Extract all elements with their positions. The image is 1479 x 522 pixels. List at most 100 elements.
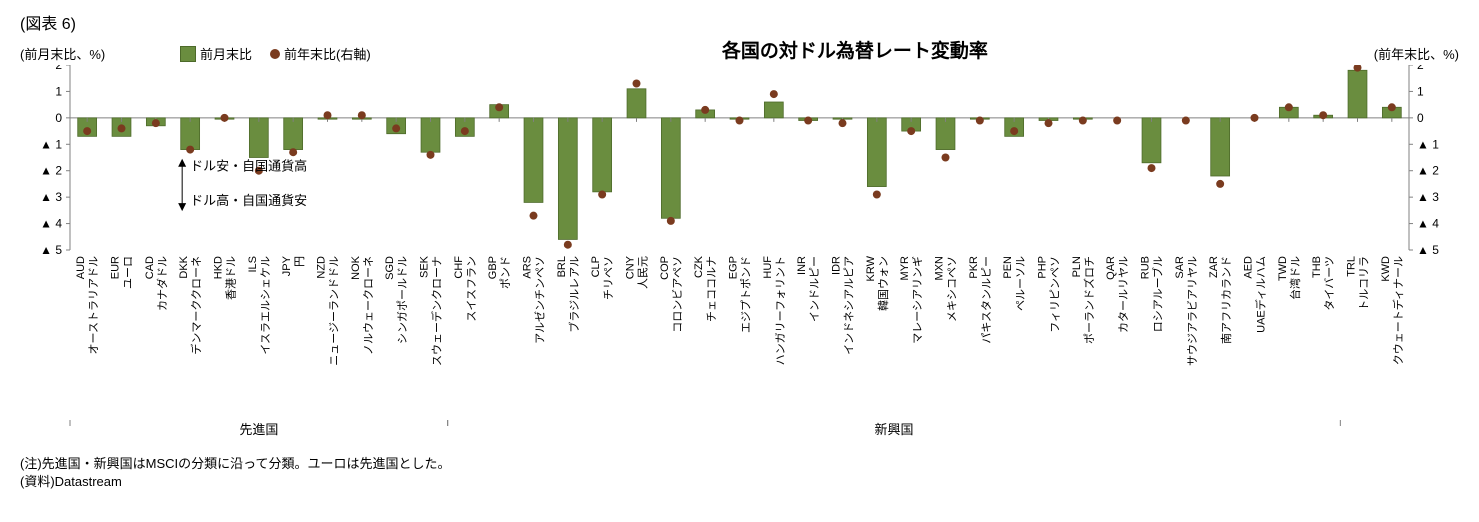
xlabel-code: EGP — [728, 256, 740, 279]
xlabel-name: ペルーソル — [1015, 256, 1027, 311]
bar-COP — [661, 118, 680, 218]
group-label-emerging: 新興国 — [874, 422, 913, 437]
legend-dot-label: 前年末比(右軸) — [284, 44, 371, 63]
footnotes: (注)先進国・新興国はMSCIの分類に沿って分類。ユーロは先進国とした。 (資料… — [20, 455, 1459, 491]
dot-PHP — [1045, 119, 1053, 127]
xlabel-code: INR — [796, 256, 808, 275]
xlabel-code: SAR — [1174, 256, 1186, 279]
dot-SEK — [427, 151, 435, 159]
dot-IDR — [839, 119, 847, 127]
xlabel-code: AUD — [75, 256, 87, 279]
xlabel-name: チリペソ — [602, 256, 615, 300]
xlabel-name: ハンガリーフォリント — [774, 256, 787, 365]
dot-BRL — [564, 241, 572, 249]
xlabel-code: EUR — [110, 256, 122, 279]
xlabel-code: PKR — [968, 256, 980, 279]
dot-SAR — [1182, 117, 1190, 125]
xlabel-code: KWD — [1380, 256, 1392, 282]
dot-TWD — [1285, 103, 1293, 111]
xlabel-name: 香港ドル — [225, 256, 238, 300]
bar-CNY — [627, 89, 646, 118]
xlabel-code: TRL — [1346, 256, 1358, 277]
dot-PLN — [1079, 117, 1087, 125]
xlabel-code: QAR — [1105, 256, 1117, 280]
dot-COP — [667, 217, 675, 225]
y-tick-right: ▲ 2 — [1417, 164, 1439, 178]
bar-HUF — [764, 102, 783, 118]
xlabel-name: タイバーツ — [1323, 256, 1336, 311]
xlabel-name: オーストラリアドル — [87, 256, 100, 354]
xlabel-code: PEN — [1002, 256, 1014, 279]
bar-TRL — [1348, 70, 1367, 118]
xlabel-code: PLN — [1071, 256, 1083, 277]
annotation-upper: ドル安・自国通貨高 — [190, 159, 307, 174]
dot-CHF — [461, 127, 469, 135]
xlabel-code: CLP — [590, 256, 602, 277]
xlabel-name: 台湾ドル — [1288, 256, 1302, 300]
xlabel-name: インドネシアルピア — [843, 256, 856, 355]
bar-RUB — [1142, 118, 1161, 163]
bar-BRL — [558, 118, 577, 240]
bar-ILS — [249, 118, 268, 158]
footnote-source: (資料)Datastream — [20, 473, 1459, 491]
dot-JPY — [289, 148, 297, 156]
xlabel-code: CZK — [693, 255, 705, 278]
dot-CAD — [152, 119, 160, 127]
xlabel-code: ILS — [247, 256, 259, 273]
xlabel-name: 南アフリカランド — [1220, 256, 1233, 344]
dot-ZAR — [1216, 180, 1224, 188]
xlabel-code: AED — [1243, 256, 1255, 279]
dot-RUB — [1148, 164, 1156, 172]
xlabel-name: スウェーデンクローナ — [430, 256, 444, 366]
y-tick-right: ▲ 5 — [1417, 243, 1439, 257]
xlabel-name: トルコリラ — [1359, 256, 1371, 311]
dot-KRW — [873, 191, 881, 199]
xlabel-name: インドルピー — [808, 256, 821, 322]
xlabel-code: GBP — [487, 256, 499, 279]
dot-PEN — [1010, 127, 1018, 135]
xlabel-name: ノルウェークローネ — [362, 256, 375, 355]
y-tick-left: 1 — [55, 84, 62, 98]
xlabel-name: クウェートディナール — [1391, 256, 1405, 365]
xlabel-name: イスラエルシェケル — [259, 256, 272, 355]
xlabel-code: MXN — [934, 256, 946, 281]
xlabel-code: BRL — [556, 256, 568, 277]
xlabel-code: DKK — [178, 255, 190, 278]
xlabel-name: スイスフラン — [466, 256, 478, 322]
y-tick-left: ▲ 3 — [40, 190, 62, 204]
dot-CNY — [633, 80, 641, 88]
y-tick-left: ▲ 1 — [40, 137, 62, 151]
legend-bar-label: 前月末比 — [200, 44, 252, 63]
dot-HKD — [221, 114, 229, 122]
xlabel-name: ロシアルーブル — [1151, 256, 1165, 332]
legend: 前月末比 前年末比(右軸) — [180, 44, 371, 63]
dot-HUF — [770, 90, 778, 98]
y-tick-right: ▲ 1 — [1417, 137, 1439, 151]
xlabel-name: 人民元 — [637, 256, 650, 289]
xlabel-code: KRW — [865, 255, 877, 281]
figure-label: (図表 6) — [20, 10, 1459, 34]
y-tick-right: 1 — [1417, 84, 1424, 98]
xlabel-code: IDR — [831, 256, 843, 275]
y-tick-right: 0 — [1417, 111, 1424, 125]
legend-item-dot: 前年末比(右軸) — [270, 44, 371, 63]
dot-CZK — [701, 106, 709, 114]
dot-SGD — [392, 124, 400, 132]
xlabel-name: メキシコペソ — [947, 256, 959, 322]
xlabel-name: ポンド — [499, 256, 512, 289]
bar-JPY — [284, 118, 303, 150]
chart-title: 各国の対ドル為替レート変動率 — [411, 36, 1299, 63]
bar-swatch-icon — [180, 46, 196, 62]
dot-EGP — [736, 117, 744, 125]
xlabel-code: SEK — [419, 255, 431, 278]
xlabel-name: アルゼンチンペソ — [534, 256, 547, 344]
xlabel-name: UAEディルハム — [1254, 256, 1268, 333]
dot-MYR — [907, 127, 915, 135]
legend-item-bar: 前月末比 — [180, 44, 252, 63]
dot-KWD — [1388, 103, 1396, 111]
xlabel-name: サウジアラビアリヤル — [1186, 256, 1199, 366]
y-tick-left: 2 — [55, 65, 62, 72]
xlabel-code: CNY — [625, 255, 637, 279]
xlabel-name: エジプトポンド — [740, 256, 753, 333]
fx-chart: ▲ 5▲ 4▲ 3▲ 2▲ 1012AUDオーストラリアドルEURユーロCADカ… — [20, 65, 1459, 444]
